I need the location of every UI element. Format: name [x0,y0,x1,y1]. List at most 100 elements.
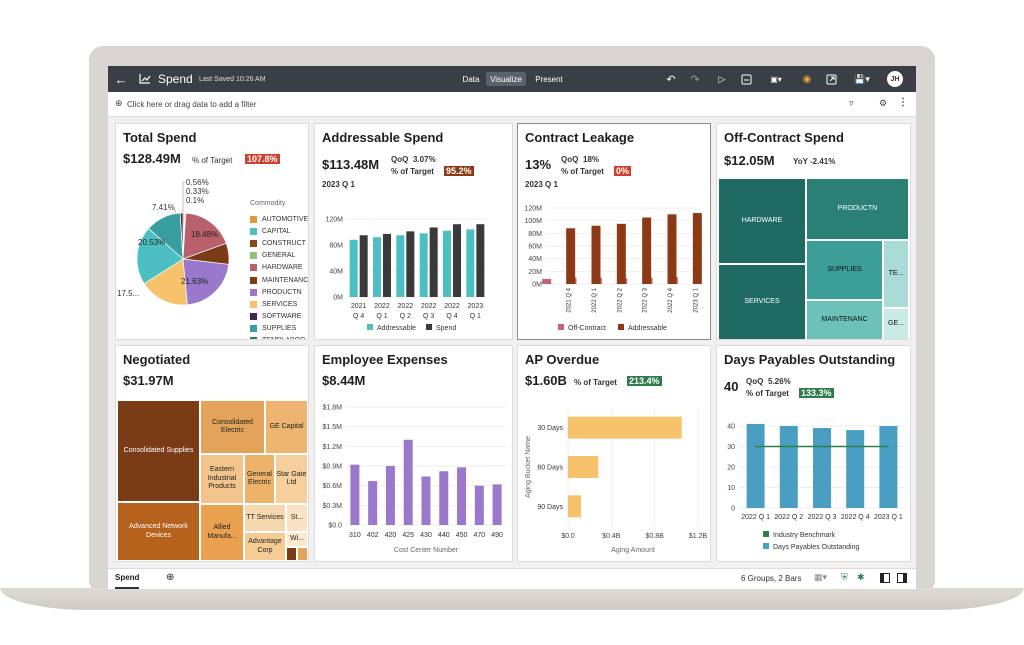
filter-bar[interactable]: ⊕ Click here or drag data to add a filte… [108,92,916,117]
comment-menu-icon[interactable]: ▣▾ [770,74,782,84]
back-icon[interactable]: ← [114,71,128,87]
x-tick-label: 2022 Q 1 [592,287,598,312]
treemap-cell[interactable]: Consolidated Electric [200,400,265,454]
treemap-cell[interactable]: GE... [883,308,909,339]
dpo-bar-chart[interactable]: 0 10 20 30 40 2022 Q 1 2022 Q 2 2022 Q 3 2022 Q … [717,346,910,561]
target-badge: 213.4% [627,376,662,386]
card-ap-overdue[interactable]: AP Overdue $1.60B % of Target 213.4% $0.… [517,345,711,562]
panel-right-icon[interactable] [897,573,907,583]
legend-swatch [250,288,257,296]
x-tick-label: 2022 Q 4 [668,287,674,312]
treemap-cell-small[interactable] [286,547,297,561]
treemap-cell[interactable]: PRODUCTN [806,178,909,240]
filter-placeholder[interactable]: Click here or drag data to add a filter [127,100,257,109]
treemap-cell[interactable]: Allied Manufa... [200,504,244,561]
pie-chart[interactable]: 0.56%0.33%0.1% 7.41% 20.53% 18.48% 21.63% 17.… [116,124,308,339]
x-tick-label: Q 4 [446,313,457,320]
user-avatar[interactable]: JH [887,71,903,87]
legend-swatch [250,276,257,284]
treemap-cell-small[interactable] [297,547,308,561]
treemap-cell[interactable]: SERVICES [718,264,806,339]
y-tick-label: $0.6M [323,483,343,490]
card-total-spend[interactable]: Total Spend $128.49M % of Target 107.8% … [115,123,309,340]
legend-item[interactable]: SERVICES [250,300,297,308]
settings-icon[interactable]: ⚙ [879,98,888,108]
legend-item[interactable]: MAINTENANC [250,276,308,284]
play-icon[interactable]: ▷ [718,73,726,84]
ap-overdue-bar-chart[interactable]: $0.0 $0.4B $0.8B $1.2B 30 Days 60 Days 90 Days… [518,346,710,561]
legend-item[interactable]: CAPITAL [250,228,291,236]
card-addressable-spend[interactable]: Addressable Spend $113.48M QoQ 3.07% % o… [314,123,513,340]
leakage-bar-chart[interactable]: 0M 20M 40M 60M 80M 100M 120M 2021 Q 4 2022 Q 1 20… [518,124,710,339]
legend-item[interactable]: PRODUCTN [250,288,302,296]
add-filter-icon[interactable]: ⊕ [115,98,123,108]
filter-options-icon[interactable]: ▿ [849,98,854,108]
legend-item[interactable]: SOFTWARE [250,312,301,320]
tab-visualize[interactable]: Visualize [486,72,526,86]
x-tick-label: 2022 Q 4 [841,514,870,521]
x-tick-label: 402 [367,532,379,539]
x-tick-label: $0.4B [602,533,621,540]
x-axis-title: Aging Amount [611,547,655,554]
tab-data[interactable]: Data [462,74,480,84]
x-tick-label: 470 [473,532,485,539]
bar [879,426,898,508]
y-tick-label: 0M [532,282,542,289]
legend-item[interactable]: SUPPLIES [250,324,296,332]
card-negotiated[interactable]: Negotiated $31.97M Consolidated Supplies… [115,345,309,562]
insights-lightbulb-icon[interactable]: ◉ [802,73,812,85]
employee-bar-chart[interactable]: $0.0 $0.3M $0.6M $0.9M $1.2M $1.5M $1.8M 310 402… [315,346,512,561]
treemap-cell[interactable]: TT Services [244,504,286,532]
shield-icon[interactable]: ⛨ [841,572,848,582]
card-employee-expenses[interactable]: Employee Expenses $8.44M $0.0 $0.3M $0.6M $… [314,345,513,562]
card-contract-leakage[interactable]: Contract Leakage 13% QoQ 18% % of Target… [517,123,711,340]
target-label: % of Target [391,167,434,176]
bar [350,464,360,525]
treemap-cell[interactable]: Wi... [286,532,308,547]
treemap-cell[interactable]: Consolidated Supplies [117,400,200,502]
bar [421,476,431,525]
undo-icon[interactable]: ↶ [666,73,676,86]
bar [616,223,626,284]
sheet-tab-spend[interactable]: Spend [115,569,140,589]
treemap-cell[interactable]: Star Gate Ltd [275,454,308,504]
grid-menu-icon[interactable]: ▦▾ [814,572,828,582]
export-icon[interactable] [824,66,838,92]
x-tick-label: 2022 Q 2 [617,287,623,312]
treemap-cell[interactable]: MAINTENANC [806,300,883,339]
addressable-bar-chart[interactable]: 0M 40M 80M 120M 2021 Q 4 2022 Q 1 2022 Q 2 2022 Q 3… [315,124,512,339]
workbook-title: Spend [158,72,193,86]
target-label: % of Target [574,378,617,387]
legend-swatch [250,324,257,332]
treemap-cell[interactable]: General Electric [244,454,275,504]
bar [566,228,576,284]
card-days-payables-outstanding[interactable]: Days Payables Outstanding 40 QoQ 5.26% %… [716,345,911,562]
tab-present[interactable]: Present [535,74,563,84]
legend-item[interactable]: GENERAL [250,252,295,260]
treemap-cell[interactable]: Eastern Industrial Products [200,454,244,504]
legend-item[interactable]: TEMPLABOR [250,337,305,339]
save-menu-icon[interactable]: 💾▾ [854,73,870,84]
more-options-icon[interactable]: ⋮ [898,97,908,108]
treemap-cell[interactable]: St... [286,504,308,532]
panel-left-icon[interactable] [880,573,890,583]
treemap-cell[interactable]: HARDWARE [718,178,806,264]
treemap-cell[interactable]: SUPPLIES [806,240,883,300]
x-tick-label: 2022 [421,303,437,310]
y-axis-title: Aging Bucket Name [525,436,532,498]
treemap-cell[interactable]: Advanced Network Devices [117,502,200,561]
treemap-cell[interactable]: GE Capital [265,400,308,454]
pie-data-label: 0.33% [186,187,209,196]
x-tick-label: Q 1 [376,313,387,320]
legend-item[interactable]: HARDWARE [250,264,303,272]
refresh-data-icon[interactable] [739,66,753,92]
treemap-cell[interactable]: Advantage Corp [244,532,286,561]
redo-icon[interactable]: ↷ [690,73,700,86]
legend-item[interactable]: AUTOMOTIVE [250,216,308,223]
legend-item[interactable]: CONSTRUCT [250,240,306,248]
card-off-contract-spend[interactable]: Off-Contract Spend $12.05M YoY -2.41% HA… [716,123,911,340]
lightning-icon[interactable]: ✱ [857,572,865,582]
treemap-cell[interactable]: TE... [883,240,909,308]
add-sheet-icon[interactable]: ⊕ [166,572,175,583]
bar [429,227,438,297]
